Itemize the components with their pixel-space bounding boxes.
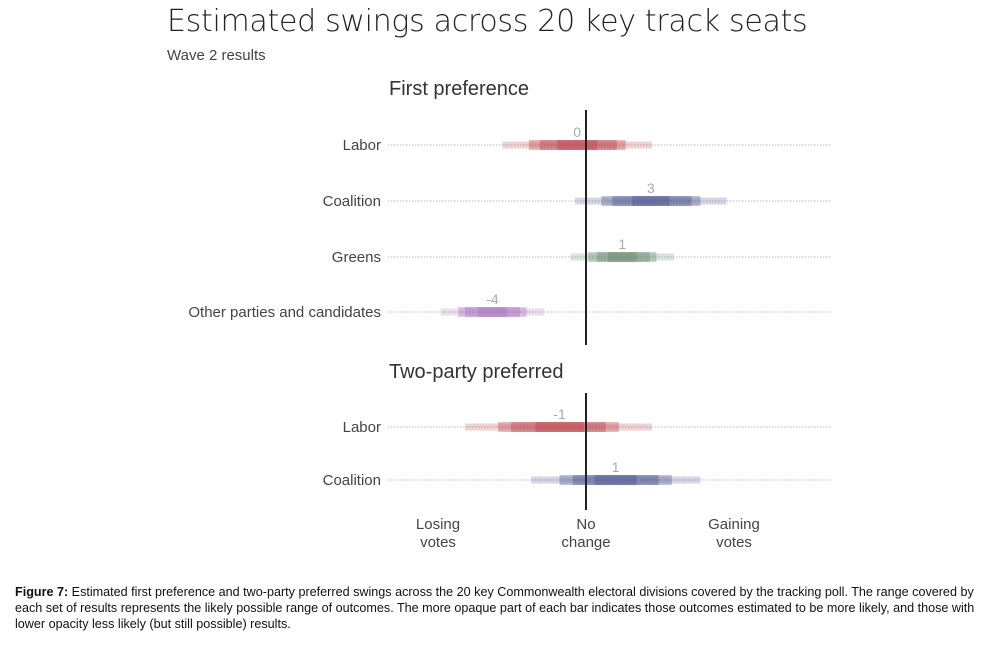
interval-band xyxy=(478,307,507,317)
interval-band xyxy=(539,140,617,150)
interval-band xyxy=(612,196,692,206)
interval-band xyxy=(594,475,637,485)
interval-band xyxy=(535,422,584,432)
figure-caption: Figure 7: Estimated first preference and… xyxy=(15,584,990,632)
interval-band xyxy=(528,140,626,150)
category-label: Labor xyxy=(343,419,381,436)
interval-band xyxy=(458,307,527,317)
panel-title-first-preference: First preference xyxy=(389,78,530,100)
interval-band xyxy=(465,423,652,431)
category-label: Labor xyxy=(343,137,381,154)
category-label: Coalition xyxy=(323,472,381,489)
category-label: Other parties and candidates xyxy=(188,304,381,321)
interval-band xyxy=(632,196,670,206)
interval-band xyxy=(575,197,727,205)
interval-band xyxy=(572,475,659,485)
category-label: Coalition xyxy=(323,193,381,210)
interval-band xyxy=(597,252,650,262)
interval-band xyxy=(502,141,652,149)
interval-band xyxy=(588,252,657,262)
interval-band xyxy=(608,252,637,262)
interval-band xyxy=(511,422,606,432)
chart-plot: Labor 0 Coalition 3 Greens 1 Other parties and… xyxy=(188,110,832,510)
panel-title-two-party-preferred: Two-party preferred xyxy=(389,361,564,383)
value-label: -1 xyxy=(553,406,566,422)
interval-band xyxy=(498,422,619,432)
axis-label-gaining: Gaining votes xyxy=(708,516,760,551)
value-label: 1 xyxy=(618,236,626,252)
chart-title: Estimated swings across 20 key track sea… xyxy=(167,4,808,39)
chart-subtitle: Wave 2 results xyxy=(167,47,266,64)
interval-band xyxy=(570,253,674,261)
interval-band xyxy=(559,475,672,485)
interval-band xyxy=(531,476,701,484)
interval-band xyxy=(557,140,597,150)
value-label: 1 xyxy=(612,459,620,475)
value-label: 0 xyxy=(573,124,581,140)
interval-band xyxy=(440,308,545,316)
axis-label-losing: Losing votes xyxy=(415,516,461,551)
interval-band xyxy=(465,307,520,317)
axis-label-no-change: No change xyxy=(561,516,611,551)
caption-text: Estimated first preference and two-party… xyxy=(15,585,975,631)
category-label: Greens xyxy=(332,249,381,266)
value-label: 3 xyxy=(647,180,655,196)
value-label: -4 xyxy=(486,291,499,307)
caption-label: Figure 7: xyxy=(15,585,69,599)
interval-band xyxy=(601,196,701,206)
